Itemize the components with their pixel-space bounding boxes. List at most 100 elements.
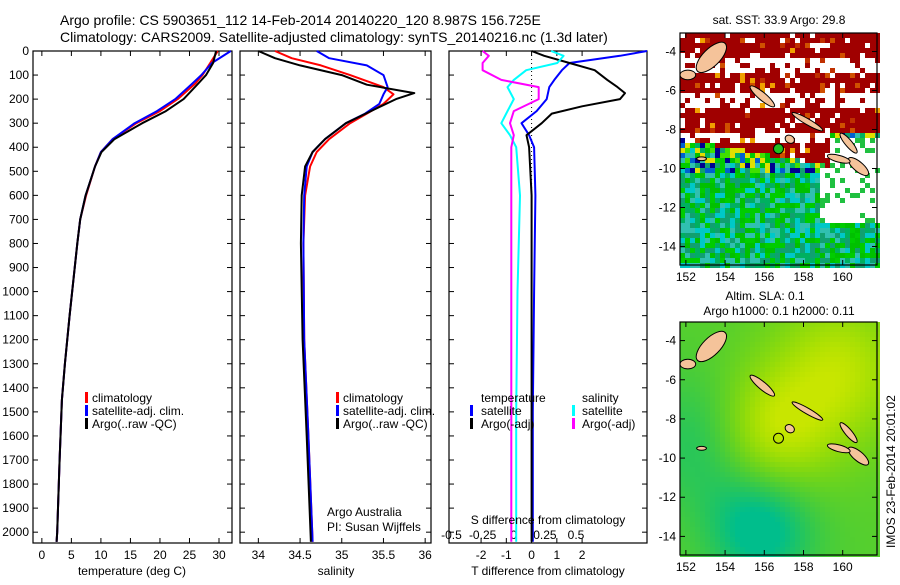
lon-tick-label: 152 — [676, 560, 696, 574]
x-tick-label: 0 — [39, 548, 46, 562]
x2-tick-label: -0.5 — [441, 528, 462, 542]
lat-tick-label: -14 — [659, 239, 677, 253]
y-tick-label: 500 — [9, 164, 29, 178]
salinity-xlabel: salinity — [318, 564, 355, 578]
x-tick-label: 35 — [335, 548, 349, 562]
tdiff-xlabel: T difference from climatology — [471, 564, 625, 578]
y-tick-label: 1100 — [3, 309, 29, 323]
map-frame — [679, 321, 878, 556]
x-tick-label: -1 — [501, 548, 512, 562]
lon-tick-label: 154 — [715, 270, 735, 284]
plot-frame — [239, 50, 432, 544]
sla-map-title-1: Altim. SLA: 0.1 — [725, 289, 805, 303]
x-tick-label: 30 — [212, 548, 226, 562]
series-line-climatology — [55, 50, 219, 542]
y-tick-label: 600 — [9, 188, 29, 202]
lon-tick-label: 158 — [793, 560, 813, 574]
salinity-legend: climatology satellite-adj. clim. Argo(..… — [327, 391, 435, 534]
land-outline — [695, 330, 728, 363]
y-tick-label: 900 — [9, 261, 29, 275]
legend-header-salinity: salinity — [582, 391, 619, 405]
y-tick-label: 200 — [9, 92, 29, 106]
legend-label: satellite — [481, 404, 522, 418]
series-line-salinity-satellite — [500, 50, 565, 542]
y-tick-label: 800 — [9, 236, 29, 250]
y-tick-label: 1300 — [2, 357, 29, 371]
series-line-argo-raw-qc- — [257, 50, 416, 542]
x-tick-label: 5 — [68, 548, 75, 562]
lon-tick-label: 154 — [715, 560, 735, 574]
land-outline — [749, 85, 776, 108]
land-outline — [749, 374, 776, 397]
land-outline — [839, 422, 858, 444]
difference-legend: temperature satellite Argo(-adj) salinit… — [470, 391, 635, 431]
x-tick-label: 20 — [153, 548, 167, 562]
land-outline — [695, 41, 728, 74]
x-tick-label: 10 — [94, 548, 108, 562]
legend-swatch-t-argo — [470, 418, 473, 429]
plot-frame — [32, 50, 233, 544]
legend-label: Argo(-adj) — [481, 417, 534, 431]
temperature-panel: 0100200300400500600700800900100011001200… — [2, 44, 233, 562]
lon-tick-label: 156 — [754, 560, 774, 574]
legend-swatch-satellite — [85, 405, 88, 416]
legend-label: climatology — [343, 391, 403, 405]
legend-swatch-argo — [85, 418, 88, 429]
x2-tick-label: 0 — [510, 528, 517, 542]
x-tick-label: 15 — [124, 548, 138, 562]
land-outline — [696, 445, 707, 451]
land-outline — [839, 132, 858, 154]
sla-map: 152 154 156 158 160 -4 -6 -8 -10 -12 -14 — [659, 321, 880, 574]
lat-tick-label: -10 — [659, 161, 677, 175]
land-outline — [826, 443, 851, 454]
y-tick-label: 1600 — [2, 429, 29, 443]
y-tick-label: 400 — [9, 140, 29, 154]
legend-swatch-satellite — [336, 405, 339, 416]
plot-frame — [448, 50, 648, 544]
lon-tick-label: 156 — [754, 270, 774, 284]
lat-tick-label: -8 — [665, 412, 676, 426]
series-line-salinity-argo-adj- — [481, 50, 540, 542]
legend-swatch-argo — [336, 418, 339, 429]
annotation-argo-australia: Argo Australia — [327, 505, 402, 519]
land-outline — [679, 358, 697, 370]
x-tick-label: 35.5 — [372, 548, 396, 562]
land-outline — [791, 401, 824, 421]
lat-tick-label: -6 — [665, 84, 676, 98]
y-tick-label: 0 — [22, 44, 29, 58]
lat-tick-label: -4 — [665, 45, 676, 59]
lon-tick-label: 160 — [833, 270, 853, 284]
sla-map-title-2: Argo h1000: 0.1 h2000: 0.11 — [703, 304, 855, 318]
series-line-temperature-argo-adj- — [525, 50, 626, 542]
x2-tick-label: 0.5 — [568, 528, 585, 542]
sdiff-xlabel: S difference from climatology — [471, 513, 626, 527]
y-tick-label: 1800 — [2, 477, 29, 491]
x-tick-label: 36 — [418, 548, 432, 562]
y-tick-label: 300 — [9, 116, 29, 130]
legend-swatch-climatology — [85, 392, 88, 403]
difference-panel: -2 -1 0 1 2 -0.5 -0.25 0 0.25 0.5 — [441, 50, 648, 562]
y-tick-label: 1500 — [2, 405, 29, 419]
x-tick-label: 0 — [528, 548, 535, 562]
legend-label: Argo(..raw -QC) — [92, 417, 177, 431]
legend-header-temperature: temperature — [481, 391, 546, 405]
temperature-legend: climatology satellite-adj. clim. Argo(..… — [85, 391, 184, 431]
lon-tick-label: 152 — [676, 270, 696, 284]
y-tick-label: 1900 — [2, 501, 29, 515]
lon-tick-label: 160 — [833, 560, 853, 574]
x-tick-label: 34 — [252, 548, 266, 562]
legend-label: climatology — [92, 391, 152, 405]
lat-tick-label: -10 — [659, 451, 677, 465]
y-tick-label: 1200 — [2, 333, 29, 347]
y-tick-label: 1400 — [2, 381, 29, 395]
legend-swatch-t-satellite — [470, 405, 473, 416]
legend-swatch-climatology — [336, 392, 339, 403]
lat-tick-label: -12 — [659, 200, 677, 214]
land-outline — [784, 134, 795, 144]
x-tick-label: 34.5 — [288, 548, 312, 562]
legend-label: satellite — [582, 404, 623, 418]
lat-tick-label: -8 — [665, 123, 676, 137]
land-outline — [791, 112, 824, 132]
salinity-panel: 34 34.5 35 35.5 36 — [239, 50, 432, 562]
